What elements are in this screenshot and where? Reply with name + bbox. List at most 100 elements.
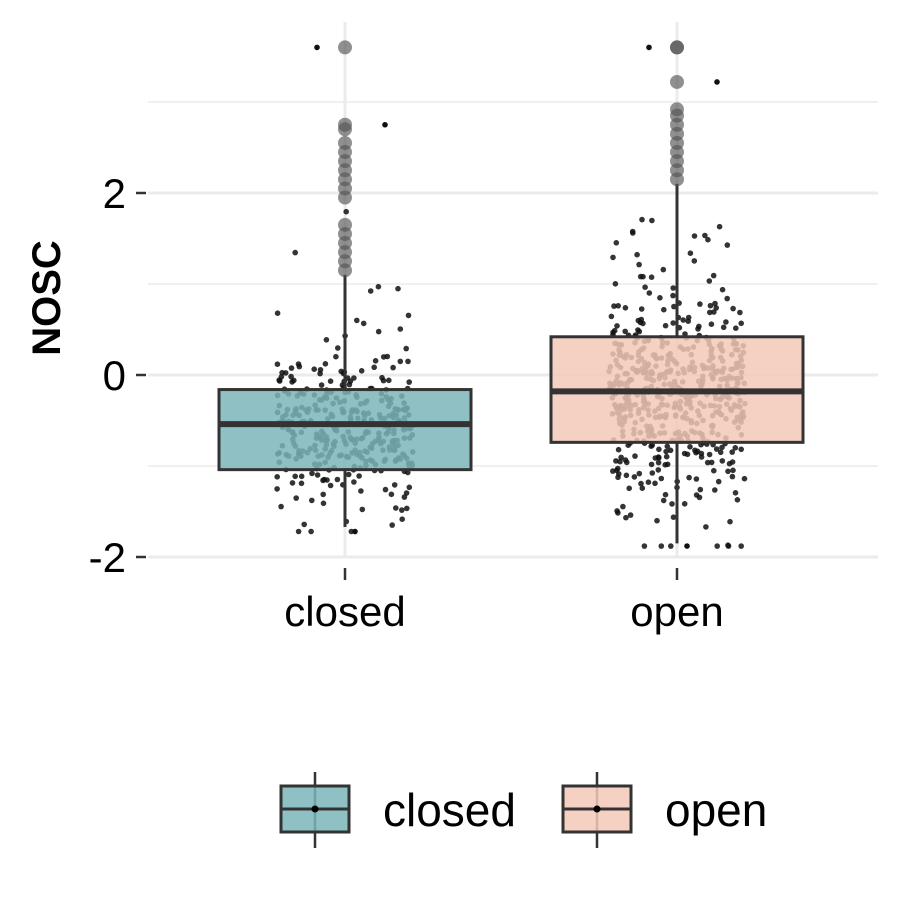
jitter-point <box>708 321 715 328</box>
jitter-point <box>636 261 642 268</box>
jitter-point <box>712 487 718 493</box>
jitter-point <box>726 460 733 467</box>
jitter-point <box>618 454 624 461</box>
jitter-point <box>680 317 686 323</box>
jitter-point <box>649 217 655 224</box>
jitter-point <box>610 254 616 261</box>
jitter-point <box>648 443 654 450</box>
jitter-point <box>622 328 628 335</box>
jitter-point <box>404 505 410 512</box>
jitter-point <box>706 278 713 284</box>
jitter-point <box>390 364 396 371</box>
y-tick-label: 0 <box>103 352 126 399</box>
jitter-point <box>667 447 674 454</box>
jitter-point <box>615 303 621 309</box>
jitter-point <box>334 476 341 483</box>
jitter-point <box>403 345 410 352</box>
jitter-point <box>669 501 675 507</box>
jitter-point <box>298 480 305 487</box>
outlier-point <box>338 135 352 150</box>
jitter-point <box>276 377 283 383</box>
jitter-point <box>655 467 662 473</box>
jitter-point <box>399 516 406 522</box>
x-tick-label-closed: closed <box>284 588 405 635</box>
jitter-point <box>658 543 665 549</box>
jitter-point <box>634 251 640 258</box>
jitter-point <box>652 480 658 487</box>
legend-label-closed: closed <box>383 784 516 836</box>
jitter-point <box>405 312 412 319</box>
x-tick-label-open: open <box>630 588 723 635</box>
jitter-point <box>635 327 641 333</box>
jitter-point <box>646 290 653 296</box>
jitter-point <box>686 474 692 481</box>
jitter-point <box>279 369 285 376</box>
jitter-point <box>732 445 739 451</box>
jitter-point <box>711 309 717 315</box>
jitter-point <box>664 461 671 468</box>
jitter-point <box>375 328 382 335</box>
jitter-point <box>298 473 305 480</box>
jitter-point <box>389 522 396 528</box>
jitter-point <box>630 230 636 236</box>
jitter-point <box>714 543 720 549</box>
jitter-point <box>638 480 644 487</box>
jitter-point <box>645 479 652 486</box>
jitter-point <box>309 470 315 477</box>
jitter-point <box>691 258 698 264</box>
jitter-point <box>707 302 714 309</box>
jitter-point <box>715 478 722 485</box>
jitter-point <box>724 242 731 248</box>
jitter-point <box>382 486 389 493</box>
jitter-point <box>687 250 694 256</box>
jitter-point <box>687 444 693 450</box>
jitter-point <box>734 497 741 503</box>
jitter-point <box>664 443 671 450</box>
jitter-point <box>397 326 404 332</box>
jitter-point <box>655 459 662 466</box>
box-closed <box>217 388 473 472</box>
jitter-point <box>384 353 391 360</box>
jitter-point <box>382 121 388 128</box>
jitter-point <box>670 285 676 291</box>
jitter-point <box>288 365 295 371</box>
jitter-point <box>657 295 663 301</box>
jitter-point <box>358 368 365 374</box>
jitter-point <box>658 475 665 482</box>
jitter-point <box>713 305 719 311</box>
jitter-point <box>671 303 677 310</box>
jitter-point <box>274 486 280 492</box>
jitter-point <box>367 288 374 294</box>
jitter-point <box>720 324 727 331</box>
jitter-point <box>397 358 404 365</box>
jitter-point <box>693 476 700 482</box>
jitter-point <box>719 286 726 293</box>
jitter-point <box>311 366 318 373</box>
jitter-point <box>327 482 334 489</box>
jitter-point <box>296 363 303 370</box>
legend-item-open: open <box>561 772 767 848</box>
jitter-point <box>729 449 735 455</box>
jitter-point <box>668 543 674 549</box>
jitter-point <box>321 476 328 483</box>
jitter-point <box>649 470 656 476</box>
jitter-point <box>706 451 713 458</box>
jitter-point <box>719 444 725 451</box>
jitter-point <box>295 528 302 535</box>
jitter-point <box>343 208 350 215</box>
jitter-point <box>670 320 676 326</box>
jitter-point <box>707 309 713 316</box>
jitter-point <box>395 285 401 292</box>
legend-key-dot <box>311 805 319 813</box>
legend: closed open <box>279 772 767 848</box>
jitter-point <box>623 472 630 479</box>
jitter-point <box>732 490 739 496</box>
jitter-point <box>729 473 736 480</box>
jitter-point <box>695 326 701 332</box>
jitter-point <box>288 373 294 380</box>
legend-item-closed: closed <box>279 772 516 848</box>
jitter-point <box>638 306 645 312</box>
jitter-point <box>648 274 655 281</box>
jitter-point <box>623 514 629 521</box>
